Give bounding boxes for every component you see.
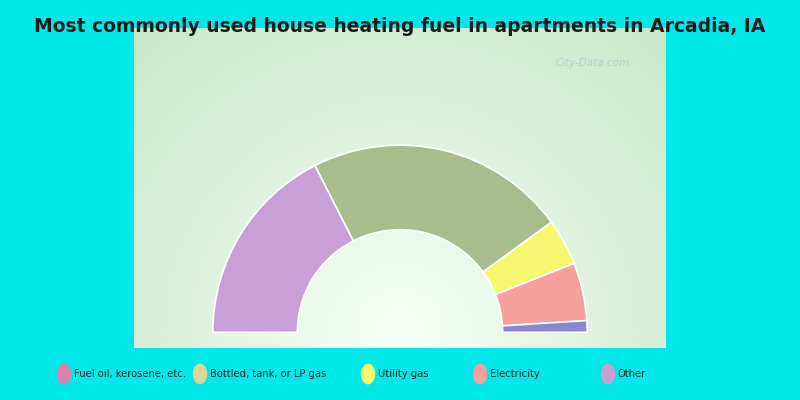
Circle shape — [245, 177, 555, 400]
Circle shape — [192, 124, 608, 400]
Circle shape — [30, 0, 770, 400]
Text: Electricity: Electricity — [490, 369, 539, 379]
Circle shape — [262, 195, 538, 400]
Circle shape — [333, 265, 467, 399]
Ellipse shape — [193, 364, 207, 384]
Wedge shape — [483, 222, 574, 294]
Circle shape — [217, 149, 583, 400]
Circle shape — [41, 0, 759, 400]
Circle shape — [150, 82, 650, 400]
Wedge shape — [315, 145, 551, 272]
Circle shape — [20, 0, 780, 400]
Circle shape — [287, 220, 513, 400]
Circle shape — [114, 47, 686, 400]
Circle shape — [266, 198, 534, 400]
Wedge shape — [213, 166, 354, 332]
Circle shape — [358, 290, 442, 374]
Circle shape — [227, 160, 573, 400]
Circle shape — [368, 301, 432, 364]
Circle shape — [242, 174, 558, 400]
Circle shape — [111, 44, 689, 400]
Circle shape — [298, 230, 502, 400]
Circle shape — [62, 0, 738, 400]
Circle shape — [126, 58, 674, 400]
Circle shape — [83, 15, 717, 400]
Circle shape — [129, 61, 671, 400]
Circle shape — [132, 65, 668, 400]
Circle shape — [101, 33, 699, 400]
Circle shape — [210, 142, 590, 400]
Circle shape — [108, 40, 692, 400]
Circle shape — [97, 30, 703, 400]
Circle shape — [319, 251, 481, 400]
Circle shape — [79, 12, 721, 400]
Circle shape — [206, 138, 594, 400]
Circle shape — [202, 135, 598, 400]
Circle shape — [55, 0, 745, 400]
Circle shape — [270, 202, 530, 400]
Circle shape — [309, 241, 491, 400]
Circle shape — [390, 322, 410, 343]
Circle shape — [139, 72, 661, 400]
Circle shape — [274, 206, 526, 400]
Circle shape — [44, 0, 756, 400]
Circle shape — [302, 234, 498, 400]
Circle shape — [330, 262, 470, 400]
Circle shape — [315, 248, 485, 400]
Circle shape — [231, 163, 569, 400]
Circle shape — [375, 308, 425, 357]
Ellipse shape — [601, 364, 615, 384]
Circle shape — [26, 0, 774, 400]
Circle shape — [34, 0, 766, 400]
Circle shape — [143, 75, 657, 400]
Circle shape — [379, 311, 421, 354]
Circle shape — [326, 258, 474, 400]
Circle shape — [73, 5, 727, 400]
Circle shape — [224, 156, 576, 400]
Circle shape — [69, 1, 731, 400]
Circle shape — [104, 36, 696, 400]
Circle shape — [291, 223, 509, 400]
Circle shape — [322, 255, 478, 400]
Circle shape — [58, 0, 742, 400]
Circle shape — [157, 89, 643, 400]
Circle shape — [284, 216, 516, 400]
Circle shape — [90, 22, 710, 400]
Circle shape — [48, 0, 752, 400]
Circle shape — [393, 325, 407, 339]
Text: Other: Other — [618, 369, 646, 379]
Circle shape — [94, 26, 706, 400]
Text: City-Data.com: City-Data.com — [555, 58, 630, 68]
Ellipse shape — [473, 364, 487, 384]
Circle shape — [164, 96, 636, 400]
Circle shape — [255, 188, 545, 400]
Circle shape — [182, 114, 618, 400]
Circle shape — [397, 329, 403, 336]
Circle shape — [259, 192, 541, 400]
Circle shape — [178, 110, 622, 400]
Wedge shape — [502, 320, 587, 332]
Circle shape — [86, 19, 714, 400]
Text: Bottled, tank, or LP gas: Bottled, tank, or LP gas — [210, 369, 326, 379]
Circle shape — [372, 304, 428, 360]
Circle shape — [16, 0, 784, 400]
Circle shape — [340, 272, 460, 392]
Circle shape — [13, 0, 787, 400]
Circle shape — [189, 121, 611, 400]
Circle shape — [365, 297, 435, 368]
Circle shape — [214, 146, 586, 400]
Circle shape — [196, 128, 604, 400]
Circle shape — [174, 107, 626, 400]
Circle shape — [220, 153, 580, 400]
Circle shape — [9, 0, 791, 400]
Circle shape — [51, 0, 749, 400]
Ellipse shape — [57, 364, 71, 384]
Circle shape — [161, 93, 639, 400]
Text: Utility gas: Utility gas — [378, 369, 428, 379]
